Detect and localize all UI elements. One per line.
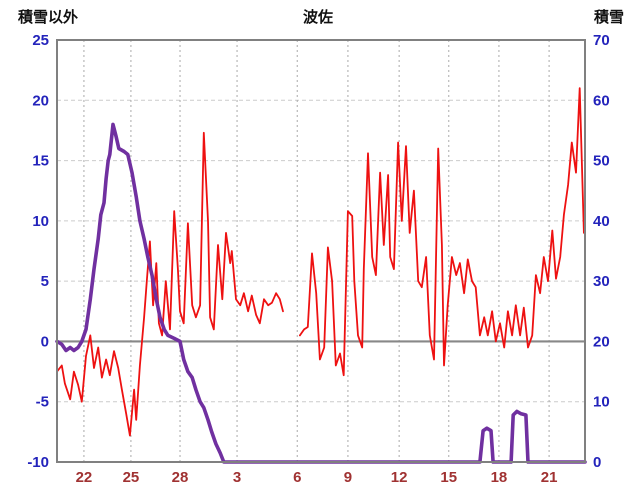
y-right-tick-label: 20 — [593, 333, 610, 350]
y-right-tick-label: 10 — [593, 394, 610, 411]
y-right-tick-label: 40 — [593, 213, 610, 230]
temperature-line — [56, 87, 585, 437]
y-left-tick-label: -5 — [36, 394, 49, 411]
y-right-tick-label: 60 — [593, 92, 610, 109]
x-tick-label: 9 — [344, 469, 352, 486]
x-tick-label: 18 — [491, 469, 508, 486]
right-axis-title: 積雪 — [593, 9, 624, 26]
x-tick-label: 28 — [172, 469, 189, 486]
x-tick-label: 25 — [123, 469, 140, 486]
y-left-tick-label: -10 — [27, 454, 49, 471]
plot-area — [57, 40, 585, 462]
x-tick-label: 21 — [541, 469, 558, 486]
y-left-tick-label: 5 — [41, 273, 49, 290]
snow-line — [55, 122, 587, 464]
left-axis-title: 積雪以外 — [18, 9, 79, 26]
y-left-tick-label: 0 — [41, 333, 49, 350]
y-left-tick-label: 20 — [32, 92, 49, 109]
x-tick-label: 15 — [440, 469, 457, 486]
y-right-tick-label: 0 — [593, 454, 601, 471]
y-right-tick-label: 70 — [593, 32, 610, 49]
x-tick-label: 12 — [391, 469, 408, 486]
y-left-tick-label: 10 — [32, 213, 49, 230]
y-right-tick-label: 30 — [593, 273, 610, 290]
y-right-tick-label: 50 — [593, 153, 610, 170]
chart-title: 波佐 — [302, 9, 333, 26]
plot-border — [56, 39, 586, 463]
x-tick-label: 22 — [76, 469, 93, 486]
y-left-tick-label: 25 — [32, 32, 49, 49]
x-tick-label: 6 — [293, 469, 301, 486]
x-tick-label: 3 — [233, 469, 241, 486]
y-left-tick-label: 15 — [32, 153, 49, 170]
